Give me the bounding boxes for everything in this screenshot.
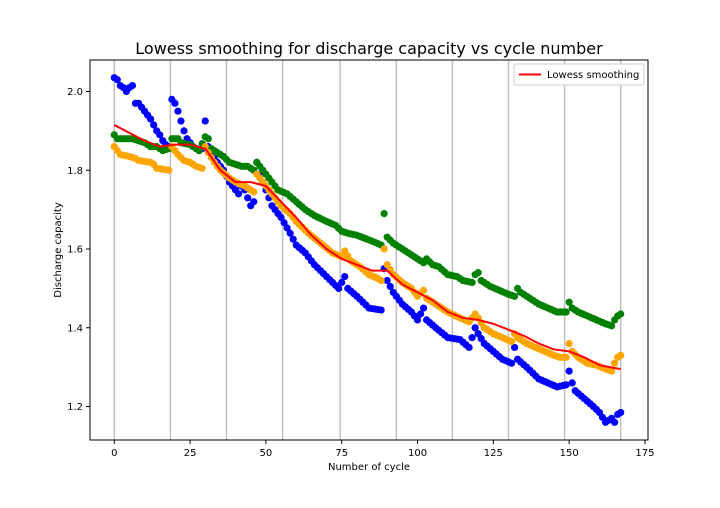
blue-point-15 bbox=[156, 131, 164, 139]
orange-point-149 bbox=[562, 353, 570, 361]
vertical-gridlines bbox=[113, 60, 622, 440]
orange-point-164 bbox=[608, 367, 616, 375]
blue-point-30 bbox=[201, 117, 209, 125]
orange-point-131 bbox=[507, 337, 516, 346]
blue-point-44 bbox=[244, 194, 252, 202]
lowess-curve bbox=[113, 124, 621, 371]
blue-point-56 bbox=[280, 219, 288, 227]
blue-point-58 bbox=[286, 229, 294, 237]
blue-point-1 bbox=[113, 76, 121, 84]
blue-point-131 bbox=[507, 359, 516, 367]
blue-point-117 bbox=[465, 343, 473, 352]
orange-point-167 bbox=[617, 351, 625, 359]
blue-point-6 bbox=[128, 81, 137, 90]
orange-point-88 bbox=[377, 276, 385, 285]
blue-point-21 bbox=[174, 107, 182, 115]
x-tick-label-1: 25 bbox=[184, 448, 197, 459]
blue-point-75 bbox=[338, 278, 346, 287]
blue-point-12 bbox=[147, 115, 155, 123]
x-tick-label-4: 100 bbox=[408, 448, 427, 459]
green-point-89 bbox=[380, 209, 388, 218]
x-axis-label: Number of cycle bbox=[328, 462, 410, 473]
green-point-120 bbox=[474, 269, 482, 277]
green-point-167 bbox=[617, 310, 625, 318]
y-tick-label-1: 1.4 bbox=[67, 323, 83, 334]
lowess-curve-layer bbox=[113, 124, 621, 371]
orange-point-89 bbox=[380, 245, 388, 253]
blue-point-149 bbox=[562, 381, 570, 389]
scatter-points bbox=[110, 74, 625, 426]
legend-entry-lowess: Lowess smoothing bbox=[547, 70, 639, 81]
orange-point-29 bbox=[198, 164, 206, 172]
blue-point-91 bbox=[386, 282, 394, 291]
chart-title: Lowess smoothing for discharge capacity … bbox=[135, 39, 603, 58]
blue-point-119 bbox=[471, 324, 479, 332]
blue-point-150 bbox=[565, 367, 573, 375]
x-tick-label-6: 150 bbox=[560, 448, 579, 459]
y-tick-label-0: 1.2 bbox=[67, 402, 83, 413]
blue-point-167 bbox=[617, 408, 625, 417]
blue-point-118 bbox=[468, 334, 476, 342]
blue-point-57 bbox=[283, 224, 291, 232]
blue-point-151 bbox=[568, 379, 576, 387]
blue-point-90 bbox=[383, 276, 391, 285]
green-point-149 bbox=[562, 308, 570, 316]
orange-point-102 bbox=[419, 286, 428, 294]
y-tick-label-4: 2.0 bbox=[67, 87, 83, 98]
y-tick-label-2: 1.6 bbox=[67, 245, 83, 256]
blue-point-74 bbox=[335, 284, 343, 292]
blue-point-20 bbox=[171, 99, 179, 107]
x-tick-label-5: 125 bbox=[484, 448, 503, 459]
x-tick-label-7: 175 bbox=[635, 448, 654, 459]
y-axis-label: Discharge capacity bbox=[53, 202, 64, 298]
blue-point-102 bbox=[419, 304, 428, 312]
blue-point-165 bbox=[611, 418, 619, 426]
x-tick-label-3: 75 bbox=[335, 448, 348, 459]
blue-point-59 bbox=[289, 235, 297, 243]
legend-box bbox=[513, 63, 645, 86]
blue-point-101 bbox=[416, 310, 425, 318]
orange-point-46 bbox=[250, 188, 258, 196]
blue-point-23 bbox=[180, 127, 188, 135]
green-point-31 bbox=[204, 135, 212, 143]
green-point-150 bbox=[565, 298, 573, 306]
blue-point-41 bbox=[234, 190, 243, 198]
legend: Lowess smoothing bbox=[513, 63, 645, 86]
green-point-28 bbox=[195, 146, 203, 155]
x-axis-ticks: 0 25 50 75 100 125 150 175 bbox=[111, 440, 655, 459]
green-point-132 bbox=[510, 292, 519, 300]
blue-point-55 bbox=[277, 213, 285, 222]
y-axis-ticks: 1.2 1.4 1.6 1.8 2.0 bbox=[67, 87, 90, 413]
x-tick-label-2: 50 bbox=[260, 448, 273, 459]
green-point-164 bbox=[608, 322, 616, 330]
blue-point-22 bbox=[177, 117, 185, 125]
blue-point-76 bbox=[341, 272, 349, 281]
orange-point-18 bbox=[165, 166, 173, 174]
y-tick-label-3: 1.8 bbox=[67, 166, 83, 177]
blue-point-88 bbox=[377, 306, 385, 314]
green-point-118 bbox=[468, 278, 476, 287]
blue-point-100 bbox=[413, 316, 422, 324]
blue-point-46 bbox=[250, 198, 258, 206]
orange-point-165 bbox=[611, 359, 619, 367]
orange-point-150 bbox=[565, 339, 573, 348]
blue-point-132 bbox=[510, 343, 519, 352]
x-tick-label-0: 0 bbox=[111, 448, 117, 459]
blue-point-13 bbox=[150, 121, 158, 129]
plot-frame bbox=[89, 59, 649, 441]
